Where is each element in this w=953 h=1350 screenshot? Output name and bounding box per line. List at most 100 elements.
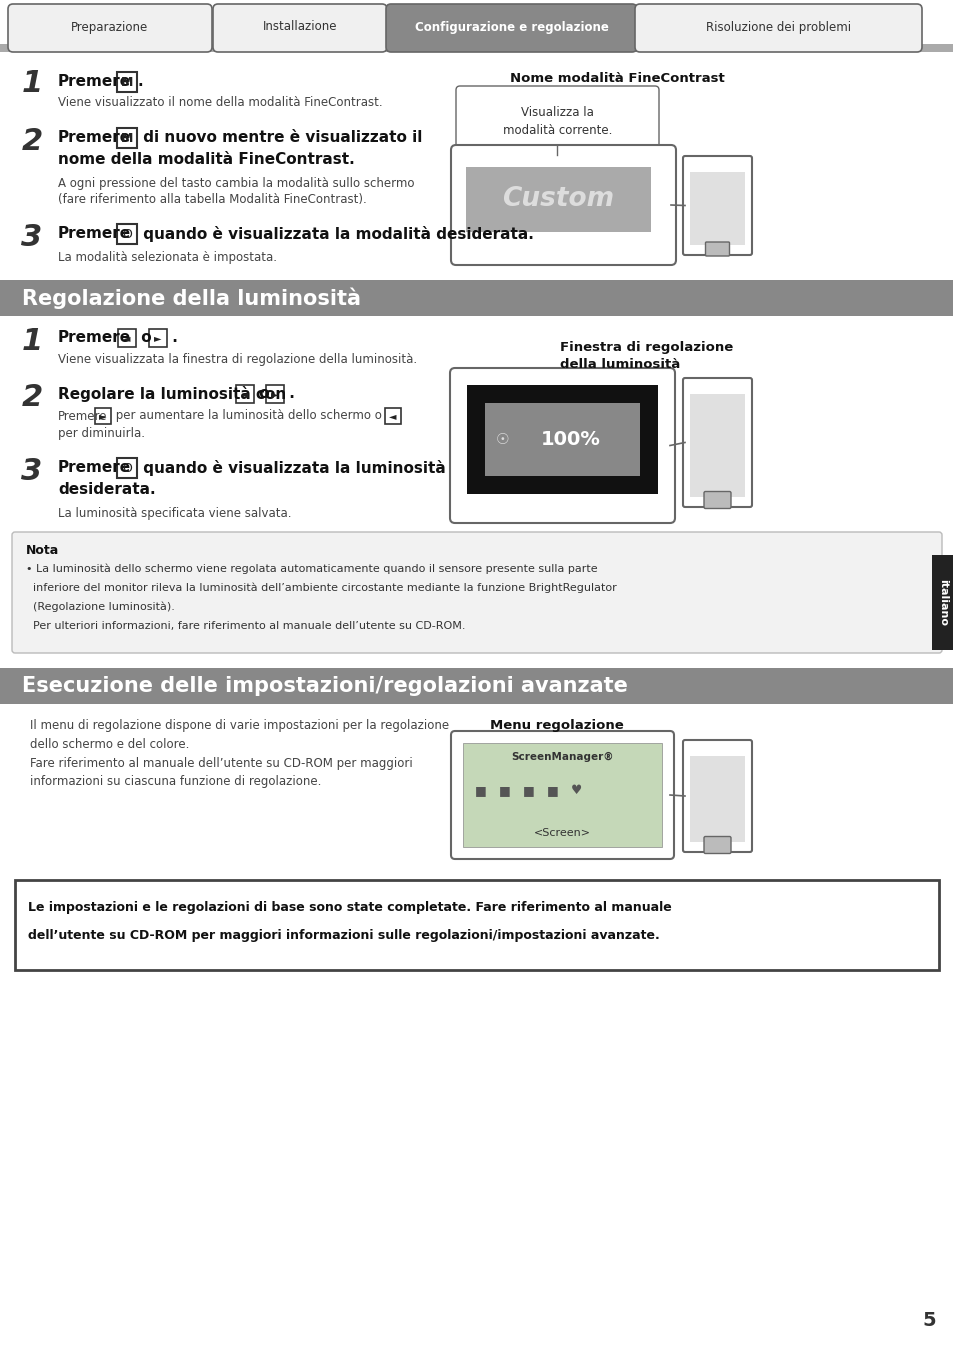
FancyBboxPatch shape: [12, 532, 941, 653]
FancyBboxPatch shape: [682, 740, 751, 852]
FancyBboxPatch shape: [682, 378, 751, 508]
Text: della luminosità: della luminosità: [559, 359, 679, 371]
Text: Premere: Premere: [58, 74, 131, 89]
FancyBboxPatch shape: [450, 369, 675, 522]
Text: Viene visualizzato il nome della modalità FineContrast.: Viene visualizzato il nome della modalit…: [58, 96, 382, 109]
Text: o: o: [136, 331, 152, 346]
FancyBboxPatch shape: [705, 242, 729, 256]
Text: nome della modalità FineContrast.: nome della modalità FineContrast.: [58, 153, 355, 167]
FancyBboxPatch shape: [451, 730, 673, 859]
FancyBboxPatch shape: [386, 4, 637, 53]
Text: Regolare la luminosità con: Regolare la luminosità con: [58, 386, 286, 402]
Text: Per ulteriori informazioni, fare riferimento al manuale dell’utente su CD-ROM.: Per ulteriori informazioni, fare riferim…: [26, 621, 465, 630]
Text: • La luminosità dello schermo viene regolata automaticamente quando il sensore p: • La luminosità dello schermo viene rego…: [26, 564, 597, 574]
Bar: [0, 668, 953, 703]
FancyBboxPatch shape: [117, 224, 137, 244]
FancyBboxPatch shape: [117, 458, 137, 478]
Text: ScreenManager®: ScreenManager®: [511, 752, 613, 761]
Text: ►: ►: [271, 389, 278, 400]
Text: ■: ■: [475, 784, 486, 798]
Text: inferiore del monitor rileva la luminosità dell’ambiente circostante mediante la: inferiore del monitor rileva la luminosi…: [26, 583, 616, 593]
Bar: [465, 167, 650, 232]
Text: .: .: [167, 331, 177, 346]
FancyBboxPatch shape: [451, 144, 676, 265]
Text: ■: ■: [547, 784, 558, 798]
Text: Preparazione: Preparazione: [71, 20, 149, 34]
Text: 3: 3: [21, 458, 43, 486]
Text: Premere: Premere: [58, 460, 131, 475]
Text: 5: 5: [922, 1311, 935, 1330]
Text: 1: 1: [21, 69, 43, 99]
Text: di nuovo mentre è visualizzato il: di nuovo mentre è visualizzato il: [138, 131, 422, 146]
Text: Viene visualizzata la finestra di regolazione della luminosità.: Viene visualizzata la finestra di regola…: [58, 354, 416, 366]
Text: Nome modalità FineContrast: Nome modalità FineContrast: [510, 72, 724, 85]
Bar: [0, 279, 953, 316]
FancyBboxPatch shape: [456, 86, 659, 150]
Text: ☉: ☉: [496, 432, 509, 447]
FancyBboxPatch shape: [117, 128, 137, 148]
Text: La luminosità specificata viene salvata.: La luminosità specificata viene salvata.: [58, 506, 292, 520]
Text: 2: 2: [21, 383, 43, 413]
Bar: [467, 385, 658, 494]
Text: ♥: ♥: [571, 784, 582, 798]
Text: 100%: 100%: [540, 431, 599, 450]
Bar: [931, 555, 953, 649]
Text: Nota: Nota: [26, 544, 59, 558]
Text: desiderata.: desiderata.: [58, 482, 155, 498]
Text: (Regolazione luminosità).: (Regolazione luminosità).: [26, 602, 174, 613]
Text: Finestra di regolazione: Finestra di regolazione: [559, 342, 733, 355]
Text: dello schermo e del colore.: dello schermo e del colore.: [30, 737, 190, 751]
Text: Configurazione e regolazione: Configurazione e regolazione: [415, 20, 608, 34]
FancyBboxPatch shape: [15, 880, 938, 971]
Text: dell’utente su CD-ROM per maggiori informazioni sulle regolazioni/impostazioni a: dell’utente su CD-ROM per maggiori infor…: [28, 929, 659, 941]
Text: o: o: [253, 386, 270, 401]
FancyBboxPatch shape: [235, 385, 253, 404]
Text: Esecuzione delle impostazioni/regolazioni avanzate: Esecuzione delle impostazioni/regolazion…: [22, 676, 627, 697]
Text: ►: ►: [154, 333, 162, 343]
FancyBboxPatch shape: [682, 157, 751, 255]
Text: La modalità selezionata è impostata.: La modalità selezionata è impostata.: [58, 251, 276, 265]
Text: Premere: Premere: [58, 227, 131, 242]
Text: ◄: ◄: [241, 389, 249, 400]
Text: Menu regolazione: Menu regolazione: [490, 720, 623, 733]
Text: 1: 1: [21, 328, 43, 356]
FancyBboxPatch shape: [703, 491, 730, 509]
Text: modalità corrente.: modalità corrente.: [502, 123, 612, 136]
Text: Risoluzione dei problemi: Risoluzione dei problemi: [705, 20, 850, 34]
Text: ■: ■: [522, 784, 535, 798]
Text: <Screen>: <Screen>: [534, 828, 590, 838]
FancyBboxPatch shape: [213, 4, 387, 53]
Text: .: .: [138, 74, 144, 89]
Bar: [462, 743, 661, 846]
FancyBboxPatch shape: [266, 385, 284, 404]
Text: O: O: [122, 228, 132, 240]
Text: Il menu di regolazione dispone di varie impostazioni per la regolazione: Il menu di regolazione dispone di varie …: [30, 720, 449, 733]
FancyBboxPatch shape: [118, 329, 136, 347]
FancyBboxPatch shape: [117, 72, 137, 92]
Text: Premere: Premere: [58, 409, 108, 423]
Text: Installazione: Installazione: [262, 20, 337, 34]
Text: per aumentare la luminosità dello schermo o: per aumentare la luminosità dello scherm…: [112, 409, 381, 423]
Text: ■: ■: [498, 784, 511, 798]
Text: per diminuirla.: per diminuirla.: [58, 427, 145, 440]
Text: Custom: Custom: [502, 186, 614, 212]
Text: informazioni su ciascuna funzione di regolazione.: informazioni su ciascuna funzione di reg…: [30, 775, 321, 788]
FancyBboxPatch shape: [703, 837, 730, 853]
Text: quando è visualizzata la luminosità: quando è visualizzata la luminosità: [138, 460, 445, 477]
Text: ►: ►: [99, 410, 107, 421]
Text: 2: 2: [21, 127, 43, 157]
Text: M: M: [121, 76, 133, 89]
FancyBboxPatch shape: [385, 408, 400, 424]
Text: italiano: italiano: [937, 579, 947, 626]
Text: Regolazione della luminosità: Regolazione della luminosità: [22, 288, 360, 309]
Text: Premere: Premere: [58, 131, 131, 146]
Bar: [0, 45, 953, 53]
Text: Premere: Premere: [58, 331, 131, 346]
Text: ◄: ◄: [123, 333, 131, 343]
Text: Visualizza la: Visualizza la: [520, 105, 594, 119]
FancyBboxPatch shape: [635, 4, 921, 53]
Text: (fare riferimento alla tabella Modalità FineContrast).: (fare riferimento alla tabella Modalità …: [58, 193, 366, 207]
Text: 3: 3: [21, 224, 43, 252]
Bar: [689, 171, 744, 244]
Bar: [689, 394, 744, 497]
